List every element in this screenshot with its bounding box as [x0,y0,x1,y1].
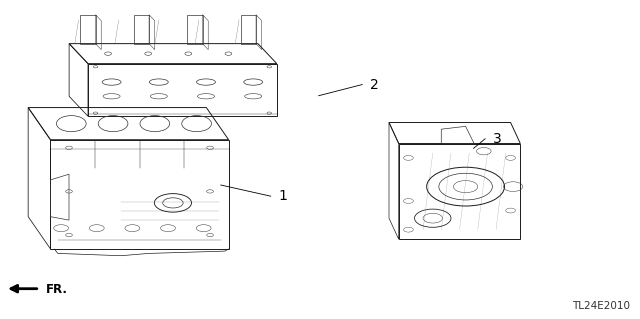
Text: 1: 1 [278,189,287,203]
Text: 2: 2 [370,78,379,92]
Text: 3: 3 [493,132,502,146]
Text: FR.: FR. [46,283,68,296]
Text: TL24E2010: TL24E2010 [572,301,630,311]
